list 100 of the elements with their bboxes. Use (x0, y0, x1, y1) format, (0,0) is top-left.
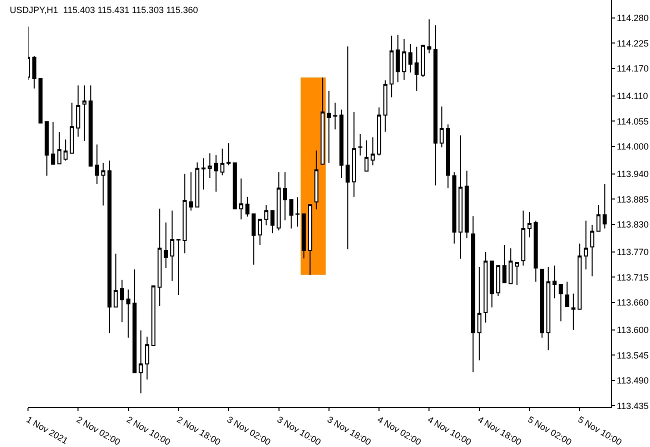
y-tick-label: 113.940 (616, 169, 649, 180)
candlestick (584, 220, 588, 270)
candlestick (44, 121, 49, 176)
candlestick (364, 140, 369, 172)
candlestick (414, 46, 419, 92)
candlestick (496, 265, 500, 296)
candlestick (458, 134, 463, 260)
candlestick (145, 336, 150, 380)
y-tick-label: 114.110 (616, 91, 648, 102)
candlestick (289, 199, 294, 230)
candlestick (164, 222, 168, 268)
candlestick (302, 213, 306, 259)
candlestick (333, 102, 338, 130)
candlestick (57, 132, 62, 164)
candlestick (176, 238, 180, 296)
candlestick (502, 244, 506, 284)
candlestick (208, 152, 212, 179)
candlestick (339, 109, 344, 179)
y-tick-label: 113.885 (616, 194, 649, 204)
candlestick (38, 78, 43, 124)
candlestick (296, 196, 300, 228)
candlestick (578, 243, 582, 310)
x-tick-label: 4 Nov 10:00 (426, 414, 473, 447)
candlestick (552, 265, 557, 299)
candlestick (195, 162, 200, 208)
candlestick (232, 162, 237, 210)
candlestick (596, 204, 600, 232)
candlestick (314, 150, 318, 210)
candlestick (126, 289, 130, 338)
y-tick-label: 113.600 (616, 325, 649, 336)
candlestick (527, 211, 532, 238)
candlestick (320, 77, 325, 165)
candlestick (120, 279, 124, 323)
x-tick-label: 5 Nov 10:00 (576, 414, 624, 447)
candlestick (282, 172, 288, 221)
candlestick (565, 281, 570, 308)
candlestick (252, 213, 256, 266)
candlestick (220, 148, 224, 176)
candlestick (521, 210, 526, 266)
y-tick-label: 113.490 (616, 376, 649, 386)
candlestick (88, 84, 93, 167)
candlestick (540, 268, 544, 338)
candlestick (245, 196, 250, 218)
candlestick (201, 158, 206, 190)
candlestick (408, 44, 412, 73)
y-tick-label: 114.170 (616, 64, 649, 74)
candlestick (76, 84, 80, 138)
y-tick-label: 113.830 (616, 220, 649, 230)
candlestick (477, 266, 482, 361)
candlestick (571, 293, 576, 330)
candlestick (420, 44, 425, 78)
candlestick (158, 208, 162, 307)
x-tick-label: 2 Nov 10:00 (125, 414, 172, 447)
candlestick (440, 106, 444, 148)
candlestick (464, 170, 469, 239)
candlestick (602, 184, 607, 230)
candlestick (446, 124, 450, 189)
candlestick (590, 224, 594, 277)
candlestick (270, 210, 275, 234)
candlestick (390, 35, 394, 98)
y-tick-label: 114.225 (616, 38, 649, 48)
y-tick-label: 113.770 (616, 247, 649, 258)
candlestick (346, 46, 350, 250)
y-tick-label: 113.660 (616, 298, 649, 308)
candlestick (508, 248, 513, 284)
y-tick-label: 113.715 (616, 272, 649, 282)
candlestick (396, 34, 400, 83)
candlestick (452, 172, 456, 244)
y-tick-label: 114.055 (616, 116, 649, 126)
candlestick (427, 18, 432, 54)
candlestick (490, 260, 494, 308)
candlestick (377, 106, 382, 156)
text: USDJPY,H1 115.403 115.431 115.303 115.360 (10, 5, 198, 16)
x-tick-label: 3 Nov 18:00 (326, 414, 373, 447)
y-tick-label: 114.000 (616, 142, 649, 152)
candlestick (226, 142, 231, 166)
candlestick (107, 160, 112, 334)
candlestick (514, 262, 519, 286)
candlestick (484, 251, 488, 324)
candlestick (64, 138, 68, 162)
candlestick (214, 154, 218, 192)
y-tick-label: 113.435 (616, 400, 649, 411)
x-tick-label: 2 Nov 18:00 (175, 414, 222, 447)
candlestick (326, 90, 331, 164)
candlestick (370, 136, 375, 166)
candlestick (239, 178, 244, 220)
candlestick (276, 172, 281, 231)
x-tick-label: 4 Nov 18:00 (476, 414, 524, 447)
y-tick-label: 113.545 (616, 350, 649, 360)
candlestick (264, 204, 268, 226)
candlestick (352, 111, 356, 198)
candlestick (558, 284, 563, 322)
candlestick (51, 122, 56, 165)
candlestick (70, 102, 74, 154)
candlestick (114, 253, 118, 308)
candlestick (358, 133, 362, 156)
candlestick (32, 55, 36, 90)
candlestick (82, 84, 86, 142)
candlestick (170, 210, 174, 282)
candlestick (546, 266, 550, 351)
